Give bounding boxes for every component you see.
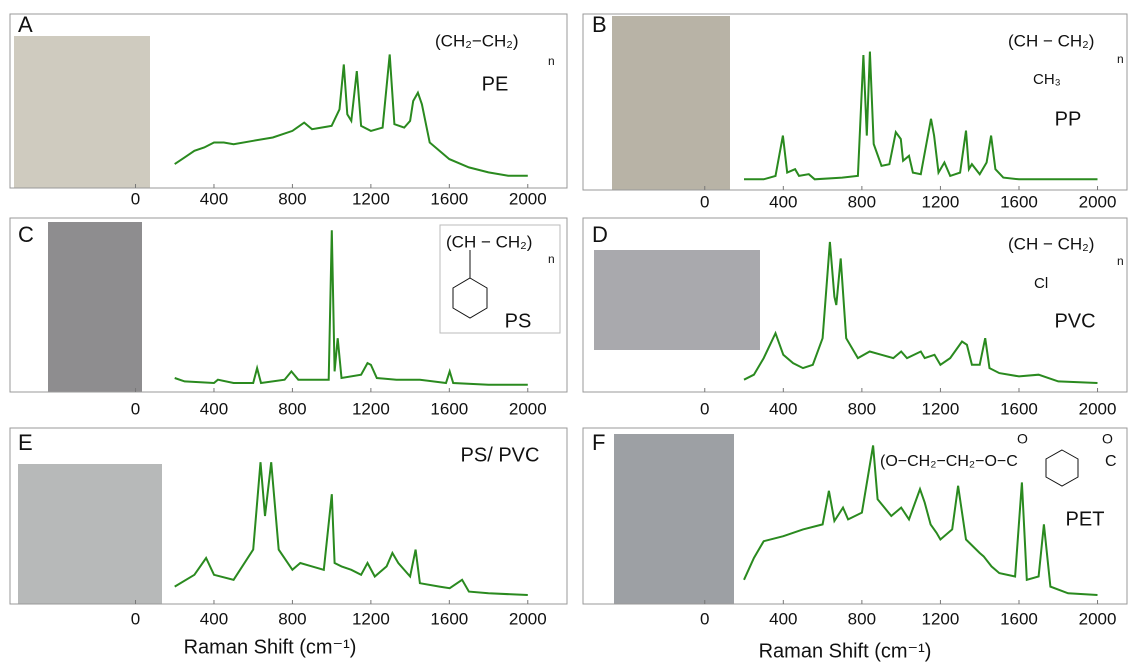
polymer-name: PET	[1066, 508, 1105, 530]
x-tick-label: 2000	[1079, 609, 1117, 628]
polymer-name: PS	[505, 310, 532, 332]
formula-text: n	[548, 252, 555, 266]
formula-text: O	[1102, 431, 1113, 447]
x-tick-label: 2000	[1079, 399, 1117, 418]
formula-text: n	[1117, 254, 1124, 268]
spectrum-line	[174, 462, 528, 596]
formula-text: (CH − CH₂)	[1008, 234, 1094, 253]
x-tick-label: 2000	[509, 609, 547, 628]
spectrum-line	[743, 241, 1098, 384]
spectrum-line	[744, 51, 1098, 181]
polymer-name: PVC	[1054, 310, 1095, 332]
panel-label: E	[18, 430, 33, 455]
x-tick-label: 800	[848, 609, 876, 628]
x-tick-label: 1200	[352, 189, 390, 208]
formula-text: n	[1117, 52, 1124, 66]
x-tick-label: 1200	[922, 192, 960, 211]
x-tick-label: 400	[200, 189, 228, 208]
formula-text: (CH − CH₂)	[446, 232, 532, 251]
x-tick-label: 1600	[1000, 192, 1038, 211]
x-tick-label: 1200	[922, 609, 960, 628]
polymer-name: PE	[482, 73, 509, 95]
photo	[612, 16, 730, 190]
benzene-ring	[1045, 449, 1079, 487]
photo	[14, 36, 150, 188]
x-tick-label: 400	[769, 609, 797, 628]
formula-text: (CH₂−CH₂)	[435, 31, 519, 50]
panel-label: A	[18, 12, 33, 37]
formula-text: CH₃	[1033, 71, 1061, 88]
panel-frame	[582, 217, 1128, 393]
x-tick-label: 1600	[1000, 609, 1038, 628]
panel-frame	[582, 13, 1128, 191]
panel-label: D	[592, 222, 608, 247]
panel-frame	[582, 427, 1128, 605]
x-tick-label: 1600	[430, 609, 468, 628]
x-tick-label: 0	[131, 609, 140, 628]
panel-frame	[9, 427, 568, 605]
x-tick-label: 800	[278, 609, 306, 628]
formula-text: n	[548, 54, 555, 68]
x-tick-label: 800	[848, 399, 876, 418]
panel-frame	[9, 217, 568, 393]
panel-frame	[9, 13, 568, 189]
x-tick-label: 400	[200, 609, 228, 628]
x-tick-label: 400	[200, 399, 228, 418]
spectrum-line	[743, 445, 1098, 596]
photo	[48, 222, 142, 392]
panel-label: F	[592, 430, 605, 455]
x-tick-label: 400	[769, 192, 797, 211]
x-tick-label: 1200	[352, 609, 390, 628]
x-tick-label: 1600	[1000, 399, 1038, 418]
spectrum-line	[174, 230, 528, 386]
spectrum-line	[174, 54, 528, 177]
x-tick-label: 0	[131, 189, 140, 208]
polymer-name: PP	[1055, 108, 1082, 130]
photo	[614, 434, 734, 604]
polymer-name: PS/ PVC	[461, 444, 540, 466]
x-tick-label: 2000	[509, 189, 547, 208]
formula-text: C	[1105, 453, 1117, 470]
x-tick-label: 800	[278, 189, 306, 208]
x-axis-title: Raman Shift (cm⁻¹)	[759, 640, 932, 662]
x-tick-label: 1600	[430, 189, 468, 208]
panel-label: C	[18, 222, 34, 247]
x-tick-label: 800	[278, 399, 306, 418]
x-tick-label: 400	[769, 399, 797, 418]
photo	[18, 464, 162, 604]
x-tick-label: 2000	[1079, 192, 1117, 211]
x-axis-title: Raman Shift (cm⁻¹)	[184, 636, 357, 658]
benzene-ring	[452, 277, 488, 319]
formula-text: (CH − CH₂)	[1008, 31, 1094, 50]
formula-text: O	[1017, 431, 1028, 447]
photo	[594, 250, 760, 350]
panel-label: B	[592, 12, 607, 37]
x-tick-label: 0	[700, 399, 709, 418]
x-tick-label: 1600	[430, 399, 468, 418]
structure-box	[439, 224, 561, 334]
x-tick-label: 1200	[922, 399, 960, 418]
x-tick-label: 2000	[509, 399, 547, 418]
x-tick-label: 0	[131, 399, 140, 418]
x-tick-label: 800	[848, 192, 876, 211]
formula-text: (O−CH₂−CH₂−O−C	[880, 453, 1018, 470]
x-tick-label: 1200	[352, 399, 390, 418]
x-tick-label: 0	[700, 192, 709, 211]
formula-text: Cl	[1034, 275, 1048, 292]
x-tick-label: 0	[700, 609, 709, 628]
